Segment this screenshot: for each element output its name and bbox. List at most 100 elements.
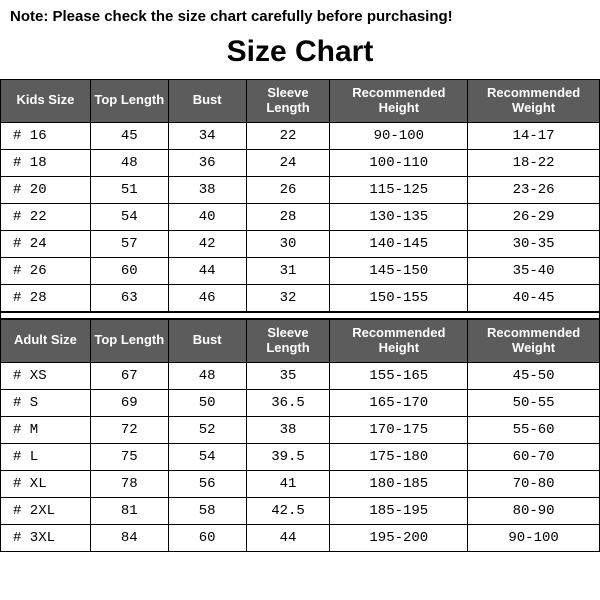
table-row: # 22544028130-13526-29 bbox=[1, 203, 600, 230]
table-gap bbox=[1, 312, 600, 318]
table-cell: # 3XL bbox=[1, 524, 91, 551]
table-cell: # XS bbox=[1, 362, 91, 389]
table-cell: 145-150 bbox=[330, 257, 468, 284]
table-cell: 30-35 bbox=[468, 230, 600, 257]
table-cell: 42 bbox=[168, 230, 246, 257]
table-cell: 50 bbox=[168, 389, 246, 416]
table-cell: 115-125 bbox=[330, 176, 468, 203]
table-cell: 72 bbox=[90, 416, 168, 443]
table-cell: 78 bbox=[90, 470, 168, 497]
table-cell: # M bbox=[1, 416, 91, 443]
table-cell: 185-195 bbox=[330, 497, 468, 524]
table-cell: 35 bbox=[246, 362, 330, 389]
table-cell: 67 bbox=[90, 362, 168, 389]
table-cell: 42.5 bbox=[246, 497, 330, 524]
table-cell: 69 bbox=[90, 389, 168, 416]
col-top-length: Top Length bbox=[90, 319, 168, 362]
table-header-row: Kids Size Top Length Bust Sleeve Length … bbox=[1, 80, 600, 123]
adult-tbody: # XS674835155-16545-50# S695036.5165-170… bbox=[1, 362, 600, 551]
table-cell: 90-100 bbox=[468, 524, 600, 551]
table-cell: 38 bbox=[246, 416, 330, 443]
table-cell: 75 bbox=[90, 443, 168, 470]
table-cell: 22 bbox=[246, 122, 330, 149]
col-sleeve-length: Sleeve Length bbox=[246, 319, 330, 362]
table-cell: 45 bbox=[90, 122, 168, 149]
page-title: Size Chart bbox=[0, 29, 600, 79]
table-cell: # 16 bbox=[1, 122, 91, 149]
table-cell: 51 bbox=[90, 176, 168, 203]
table-cell: 38 bbox=[168, 176, 246, 203]
table-cell: 84 bbox=[90, 524, 168, 551]
table-cell: 165-170 bbox=[330, 389, 468, 416]
table-cell: 24 bbox=[246, 149, 330, 176]
table-cell: 100-110 bbox=[330, 149, 468, 176]
col-top-length: Top Length bbox=[90, 80, 168, 123]
col-rec-weight: Recommended Weight bbox=[468, 319, 600, 362]
table-cell: # S bbox=[1, 389, 91, 416]
table-row: # L755439.5175-18060-70 bbox=[1, 443, 600, 470]
table-cell: 180-185 bbox=[330, 470, 468, 497]
table-cell: 54 bbox=[90, 203, 168, 230]
table-cell: # XL bbox=[1, 470, 91, 497]
table-row: # 2XL815842.5185-19580-90 bbox=[1, 497, 600, 524]
table-cell: 175-180 bbox=[330, 443, 468, 470]
table-row: # M725238170-17555-60 bbox=[1, 416, 600, 443]
table-cell: # 18 bbox=[1, 149, 91, 176]
table-cell: 40 bbox=[168, 203, 246, 230]
table-cell: 26-29 bbox=[468, 203, 600, 230]
table-row: # 3XL846044195-20090-100 bbox=[1, 524, 600, 551]
table-cell: 60 bbox=[168, 524, 246, 551]
table-row: # XL785641180-18570-80 bbox=[1, 470, 600, 497]
table-cell: 36 bbox=[168, 149, 246, 176]
table-row: # 28634632150-15540-45 bbox=[1, 284, 600, 311]
table-cell: 170-175 bbox=[330, 416, 468, 443]
table-cell: # 22 bbox=[1, 203, 91, 230]
table-cell: 80-90 bbox=[468, 497, 600, 524]
table-cell: 35-40 bbox=[468, 257, 600, 284]
table-cell: 130-135 bbox=[330, 203, 468, 230]
col-adult-size: Adult Size bbox=[1, 319, 91, 362]
kids-tbody: # 1645342290-10014-17# 18483624100-11018… bbox=[1, 122, 600, 311]
table-cell: 32 bbox=[246, 284, 330, 311]
table-cell: 46 bbox=[168, 284, 246, 311]
table-cell: 40-45 bbox=[468, 284, 600, 311]
col-rec-height: Recommended Height bbox=[330, 80, 468, 123]
table-cell: 18-22 bbox=[468, 149, 600, 176]
table-cell: 150-155 bbox=[330, 284, 468, 311]
table-cell: 45-50 bbox=[468, 362, 600, 389]
table-cell: 30 bbox=[246, 230, 330, 257]
table-cell: 81 bbox=[90, 497, 168, 524]
table-cell: 48 bbox=[168, 362, 246, 389]
table-cell: 58 bbox=[168, 497, 246, 524]
table-cell: # 28 bbox=[1, 284, 91, 311]
table-cell: # 2XL bbox=[1, 497, 91, 524]
table-cell: 63 bbox=[90, 284, 168, 311]
table-row: # 1645342290-10014-17 bbox=[1, 122, 600, 149]
table-cell: 48 bbox=[90, 149, 168, 176]
table-cell: 70-80 bbox=[468, 470, 600, 497]
table-row: # S695036.5165-17050-55 bbox=[1, 389, 600, 416]
table-cell: 60 bbox=[90, 257, 168, 284]
col-kids-size: Kids Size bbox=[1, 80, 91, 123]
table-cell: 44 bbox=[168, 257, 246, 284]
table-cell: 41 bbox=[246, 470, 330, 497]
table-cell: 44 bbox=[246, 524, 330, 551]
table-row: # 20513826115-12523-26 bbox=[1, 176, 600, 203]
gap-table bbox=[0, 312, 600, 319]
table-cell: 57 bbox=[90, 230, 168, 257]
col-rec-weight: Recommended Weight bbox=[468, 80, 600, 123]
table-cell: 52 bbox=[168, 416, 246, 443]
table-cell: # 26 bbox=[1, 257, 91, 284]
table-cell: 55-60 bbox=[468, 416, 600, 443]
col-sleeve-length: Sleeve Length bbox=[246, 80, 330, 123]
adult-size-table: Adult Size Top Length Bust Sleeve Length… bbox=[0, 319, 600, 552]
table-cell: 31 bbox=[246, 257, 330, 284]
table-cell: 60-70 bbox=[468, 443, 600, 470]
kids-size-table: Kids Size Top Length Bust Sleeve Length … bbox=[0, 79, 600, 312]
table-cell: 26 bbox=[246, 176, 330, 203]
table-cell: 28 bbox=[246, 203, 330, 230]
table-cell: # 24 bbox=[1, 230, 91, 257]
table-cell: 34 bbox=[168, 122, 246, 149]
table-cell: 50-55 bbox=[468, 389, 600, 416]
col-bust: Bust bbox=[168, 319, 246, 362]
